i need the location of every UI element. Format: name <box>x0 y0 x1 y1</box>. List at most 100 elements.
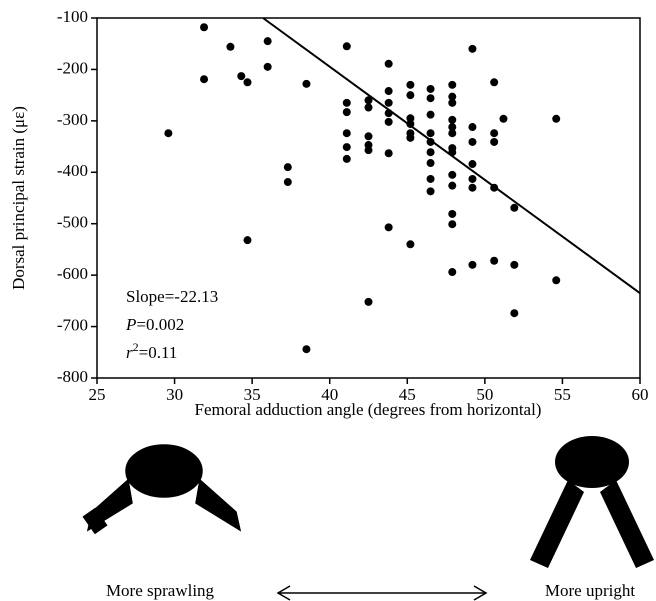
data-point <box>384 87 393 96</box>
data-point <box>552 114 561 123</box>
y-tick-label: -600 <box>57 264 88 283</box>
data-point <box>426 159 435 168</box>
x-tick-label: 50 <box>476 385 493 404</box>
data-point <box>406 80 415 89</box>
data-point <box>552 276 561 285</box>
data-point <box>342 129 351 138</box>
data-point <box>448 181 457 190</box>
data-point <box>342 98 351 107</box>
data-point <box>468 44 477 53</box>
data-point <box>448 80 457 89</box>
data-point <box>406 240 415 249</box>
data-point <box>342 108 351 117</box>
data-point <box>243 78 252 87</box>
x-tick-label: 25 <box>89 385 106 404</box>
data-point <box>243 236 252 245</box>
data-point <box>164 129 173 138</box>
x-tick-label: 45 <box>399 385 416 404</box>
data-point <box>468 260 477 269</box>
data-point <box>448 98 457 107</box>
data-point <box>302 79 311 88</box>
x-tick-label: 35 <box>244 385 261 404</box>
annotation-sup: 2 <box>133 340 139 354</box>
diagram-label: More upright <box>545 581 635 600</box>
y-tick-label: -400 <box>57 161 88 180</box>
data-point <box>364 103 373 112</box>
annotation: r2=0.11 <box>126 340 177 362</box>
data-point <box>426 148 435 157</box>
diagram-label: More sprawling <box>106 581 215 600</box>
y-tick-label: -800 <box>57 367 88 386</box>
data-point <box>342 143 351 152</box>
data-point <box>364 146 373 155</box>
data-point <box>510 260 519 269</box>
data-point <box>448 123 457 132</box>
arrow <box>276 585 488 601</box>
x-axis-label: Femoral adduction angle (degrees from ho… <box>195 400 542 419</box>
fit-line <box>262 17 641 294</box>
data-point <box>263 62 272 71</box>
data-point <box>200 75 209 84</box>
y-tick-label: -200 <box>57 58 88 77</box>
data-point <box>384 149 393 158</box>
data-point <box>468 137 477 146</box>
data-point <box>342 154 351 163</box>
data-point <box>302 345 311 354</box>
data-point <box>426 174 435 183</box>
data-point <box>490 78 499 87</box>
data-point <box>384 117 393 126</box>
data-point <box>406 91 415 100</box>
data-point <box>384 98 393 107</box>
data-point <box>490 256 499 265</box>
data-point <box>426 110 435 119</box>
annotation-symbol: P <box>125 315 136 334</box>
upright-icon <box>530 436 654 568</box>
annotation-value: =0.11 <box>139 343 178 362</box>
plot-frame <box>96 17 641 379</box>
data-point <box>364 132 373 141</box>
data-point <box>342 42 351 51</box>
data-point <box>448 129 457 138</box>
x-tick-label: 60 <box>632 385 649 404</box>
data-point <box>510 203 519 212</box>
y-tick-label: -500 <box>57 213 88 232</box>
data-point <box>406 114 415 123</box>
data-point <box>468 183 477 192</box>
data-point <box>490 137 499 146</box>
data-point <box>263 37 272 46</box>
annotation: Slope=-22.13 <box>126 287 218 306</box>
data-point <box>426 187 435 196</box>
data-point <box>448 209 457 218</box>
data-point <box>426 94 435 103</box>
data-point <box>200 23 209 32</box>
data-point <box>448 268 457 277</box>
data-point <box>468 123 477 132</box>
data-point <box>283 163 292 172</box>
data-point <box>226 42 235 51</box>
x-tick-label: 55 <box>554 385 571 404</box>
y-axis-label: Dorsal principal strain (με) <box>9 106 28 290</box>
data-point <box>384 59 393 68</box>
data-point <box>448 170 457 179</box>
data-point <box>510 309 519 318</box>
y-tick-label: -300 <box>57 110 88 129</box>
x-tick-label: 30 <box>166 385 183 404</box>
y-tick-label: -700 <box>57 315 88 334</box>
data-point <box>364 96 373 105</box>
data-point <box>406 133 415 142</box>
data-point <box>499 114 508 123</box>
data-point <box>426 129 435 138</box>
y-tick-label: -100 <box>57 7 88 26</box>
data-point <box>448 115 457 124</box>
annotation-symbol: r <box>126 343 133 362</box>
data-point <box>364 297 373 306</box>
data-point <box>283 178 292 187</box>
x-tick-label: 40 <box>321 385 338 404</box>
data-point <box>237 72 246 81</box>
data-point <box>490 129 499 138</box>
data-point <box>426 84 435 93</box>
data-point <box>448 92 457 101</box>
data-point <box>468 160 477 169</box>
annotation: P=0.002 <box>125 315 184 334</box>
